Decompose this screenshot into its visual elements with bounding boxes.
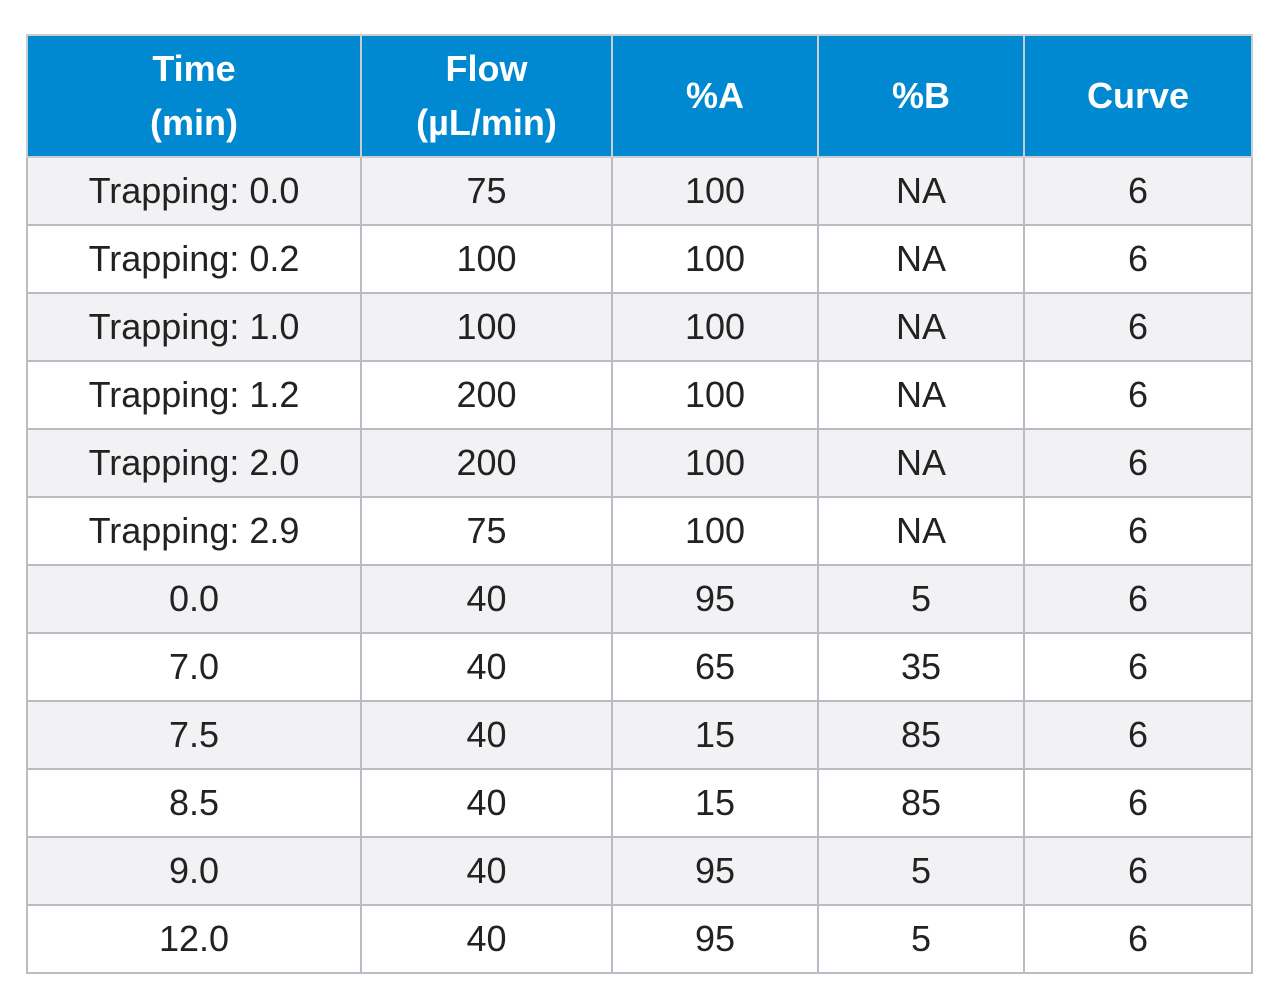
table-row: Trapping: 1.2 200 100 NA 6: [26, 360, 1253, 430]
column-header-percent-a: %A: [611, 34, 819, 158]
cell-percent-b: 5: [817, 564, 1025, 634]
cell-flow: 40: [360, 768, 613, 838]
column-header-time-line-2: (min): [150, 102, 238, 143]
column-header-curve-label: Curve: [1086, 75, 1190, 116]
cell-percent-b: NA: [817, 360, 1025, 430]
cell-percent-a: 15: [611, 700, 819, 770]
cell-percent-a: 100: [611, 156, 819, 226]
cell-percent-a: 65: [611, 632, 819, 702]
table-row: 9.0 40 95 5 6: [26, 836, 1253, 906]
cell-percent-b: NA: [817, 224, 1025, 294]
cell-curve: 6: [1023, 292, 1253, 362]
column-header-flow-line-1: Flow: [445, 48, 528, 89]
table-row: Trapping: 2.9 75 100 NA 6: [26, 496, 1253, 566]
cell-curve: 6: [1023, 836, 1253, 906]
table-header-row: Time (min) Flow (µL/min) %A %B Curve: [26, 34, 1253, 158]
cell-curve: 6: [1023, 700, 1253, 770]
column-header-flow: Flow (µL/min): [360, 34, 613, 158]
table-row: Trapping: 0.2 100 100 NA 6: [26, 224, 1253, 294]
cell-time: 7.0: [26, 632, 362, 702]
cell-flow: 40: [360, 632, 613, 702]
column-header-percent-b: %B: [817, 34, 1025, 158]
cell-flow: 200: [360, 360, 613, 430]
cell-percent-a: 100: [611, 428, 819, 498]
cell-curve: 6: [1023, 564, 1253, 634]
column-header-time: Time (min): [26, 34, 362, 158]
cell-time: 8.5: [26, 768, 362, 838]
cell-flow: 100: [360, 224, 613, 294]
cell-flow: 40: [360, 904, 613, 974]
column-header-percent-a-label: %A: [685, 75, 744, 116]
gradient-table-container: Time (min) Flow (µL/min) %A %B Curve: [26, 34, 1253, 974]
cell-time: Trapping: 1.0: [26, 292, 362, 362]
cell-curve: 6: [1023, 768, 1253, 838]
cell-percent-b: 5: [817, 904, 1025, 974]
table-row: 12.0 40 95 5 6: [26, 904, 1253, 974]
cell-flow: 200: [360, 428, 613, 498]
table-row: 8.5 40 15 85 6: [26, 768, 1253, 838]
cell-curve: 6: [1023, 632, 1253, 702]
column-header-time-line-1: Time: [152, 48, 236, 89]
table-row: Trapping: 1.0 100 100 NA 6: [26, 292, 1253, 362]
cell-flow: 75: [360, 496, 613, 566]
cell-percent-b: NA: [817, 428, 1025, 498]
cell-percent-b: 85: [817, 700, 1025, 770]
column-header-flow-line-2: (µL/min): [416, 102, 557, 143]
cell-flow: 75: [360, 156, 613, 226]
cell-percent-a: 100: [611, 496, 819, 566]
cell-percent-b: 5: [817, 836, 1025, 906]
cell-curve: 6: [1023, 156, 1253, 226]
cell-percent-a: 100: [611, 360, 819, 430]
cell-curve: 6: [1023, 428, 1253, 498]
cell-curve: 6: [1023, 904, 1253, 974]
column-header-percent-b-label: %B: [891, 75, 950, 116]
cell-percent-b: 85: [817, 768, 1025, 838]
cell-time: Trapping: 0.2: [26, 224, 362, 294]
table-row: 0.0 40 95 5 6: [26, 564, 1253, 634]
cell-time: 12.0: [26, 904, 362, 974]
column-header-curve: Curve: [1023, 34, 1253, 158]
table-row: Trapping: 0.0 75 100 NA 6: [26, 156, 1253, 226]
cell-curve: 6: [1023, 224, 1253, 294]
table-row: 7.0 40 65 35 6: [26, 632, 1253, 702]
cell-flow: 40: [360, 564, 613, 634]
cell-time: 9.0: [26, 836, 362, 906]
cell-time: Trapping: 0.0: [26, 156, 362, 226]
table-row: 7.5 40 15 85 6: [26, 700, 1253, 770]
cell-time: Trapping: 1.2: [26, 360, 362, 430]
cell-time: Trapping: 2.9: [26, 496, 362, 566]
cell-percent-a: 95: [611, 836, 819, 906]
cell-percent-b: NA: [817, 496, 1025, 566]
cell-percent-a: 95: [611, 564, 819, 634]
cell-flow: 40: [360, 836, 613, 906]
cell-time: 0.0: [26, 564, 362, 634]
cell-percent-a: 100: [611, 224, 819, 294]
cell-flow: 100: [360, 292, 613, 362]
cell-percent-b: NA: [817, 292, 1025, 362]
cell-flow: 40: [360, 700, 613, 770]
cell-percent-a: 95: [611, 904, 819, 974]
cell-time: 7.5: [26, 700, 362, 770]
cell-time: Trapping: 2.0: [26, 428, 362, 498]
cell-percent-b: 35: [817, 632, 1025, 702]
cell-percent-b: NA: [817, 156, 1025, 226]
table-row: Trapping: 2.0 200 100 NA 6: [26, 428, 1253, 498]
gradient-table: Time (min) Flow (µL/min) %A %B Curve: [26, 34, 1253, 974]
cell-percent-a: 100: [611, 292, 819, 362]
cell-percent-a: 15: [611, 768, 819, 838]
cell-curve: 6: [1023, 496, 1253, 566]
cell-curve: 6: [1023, 360, 1253, 430]
